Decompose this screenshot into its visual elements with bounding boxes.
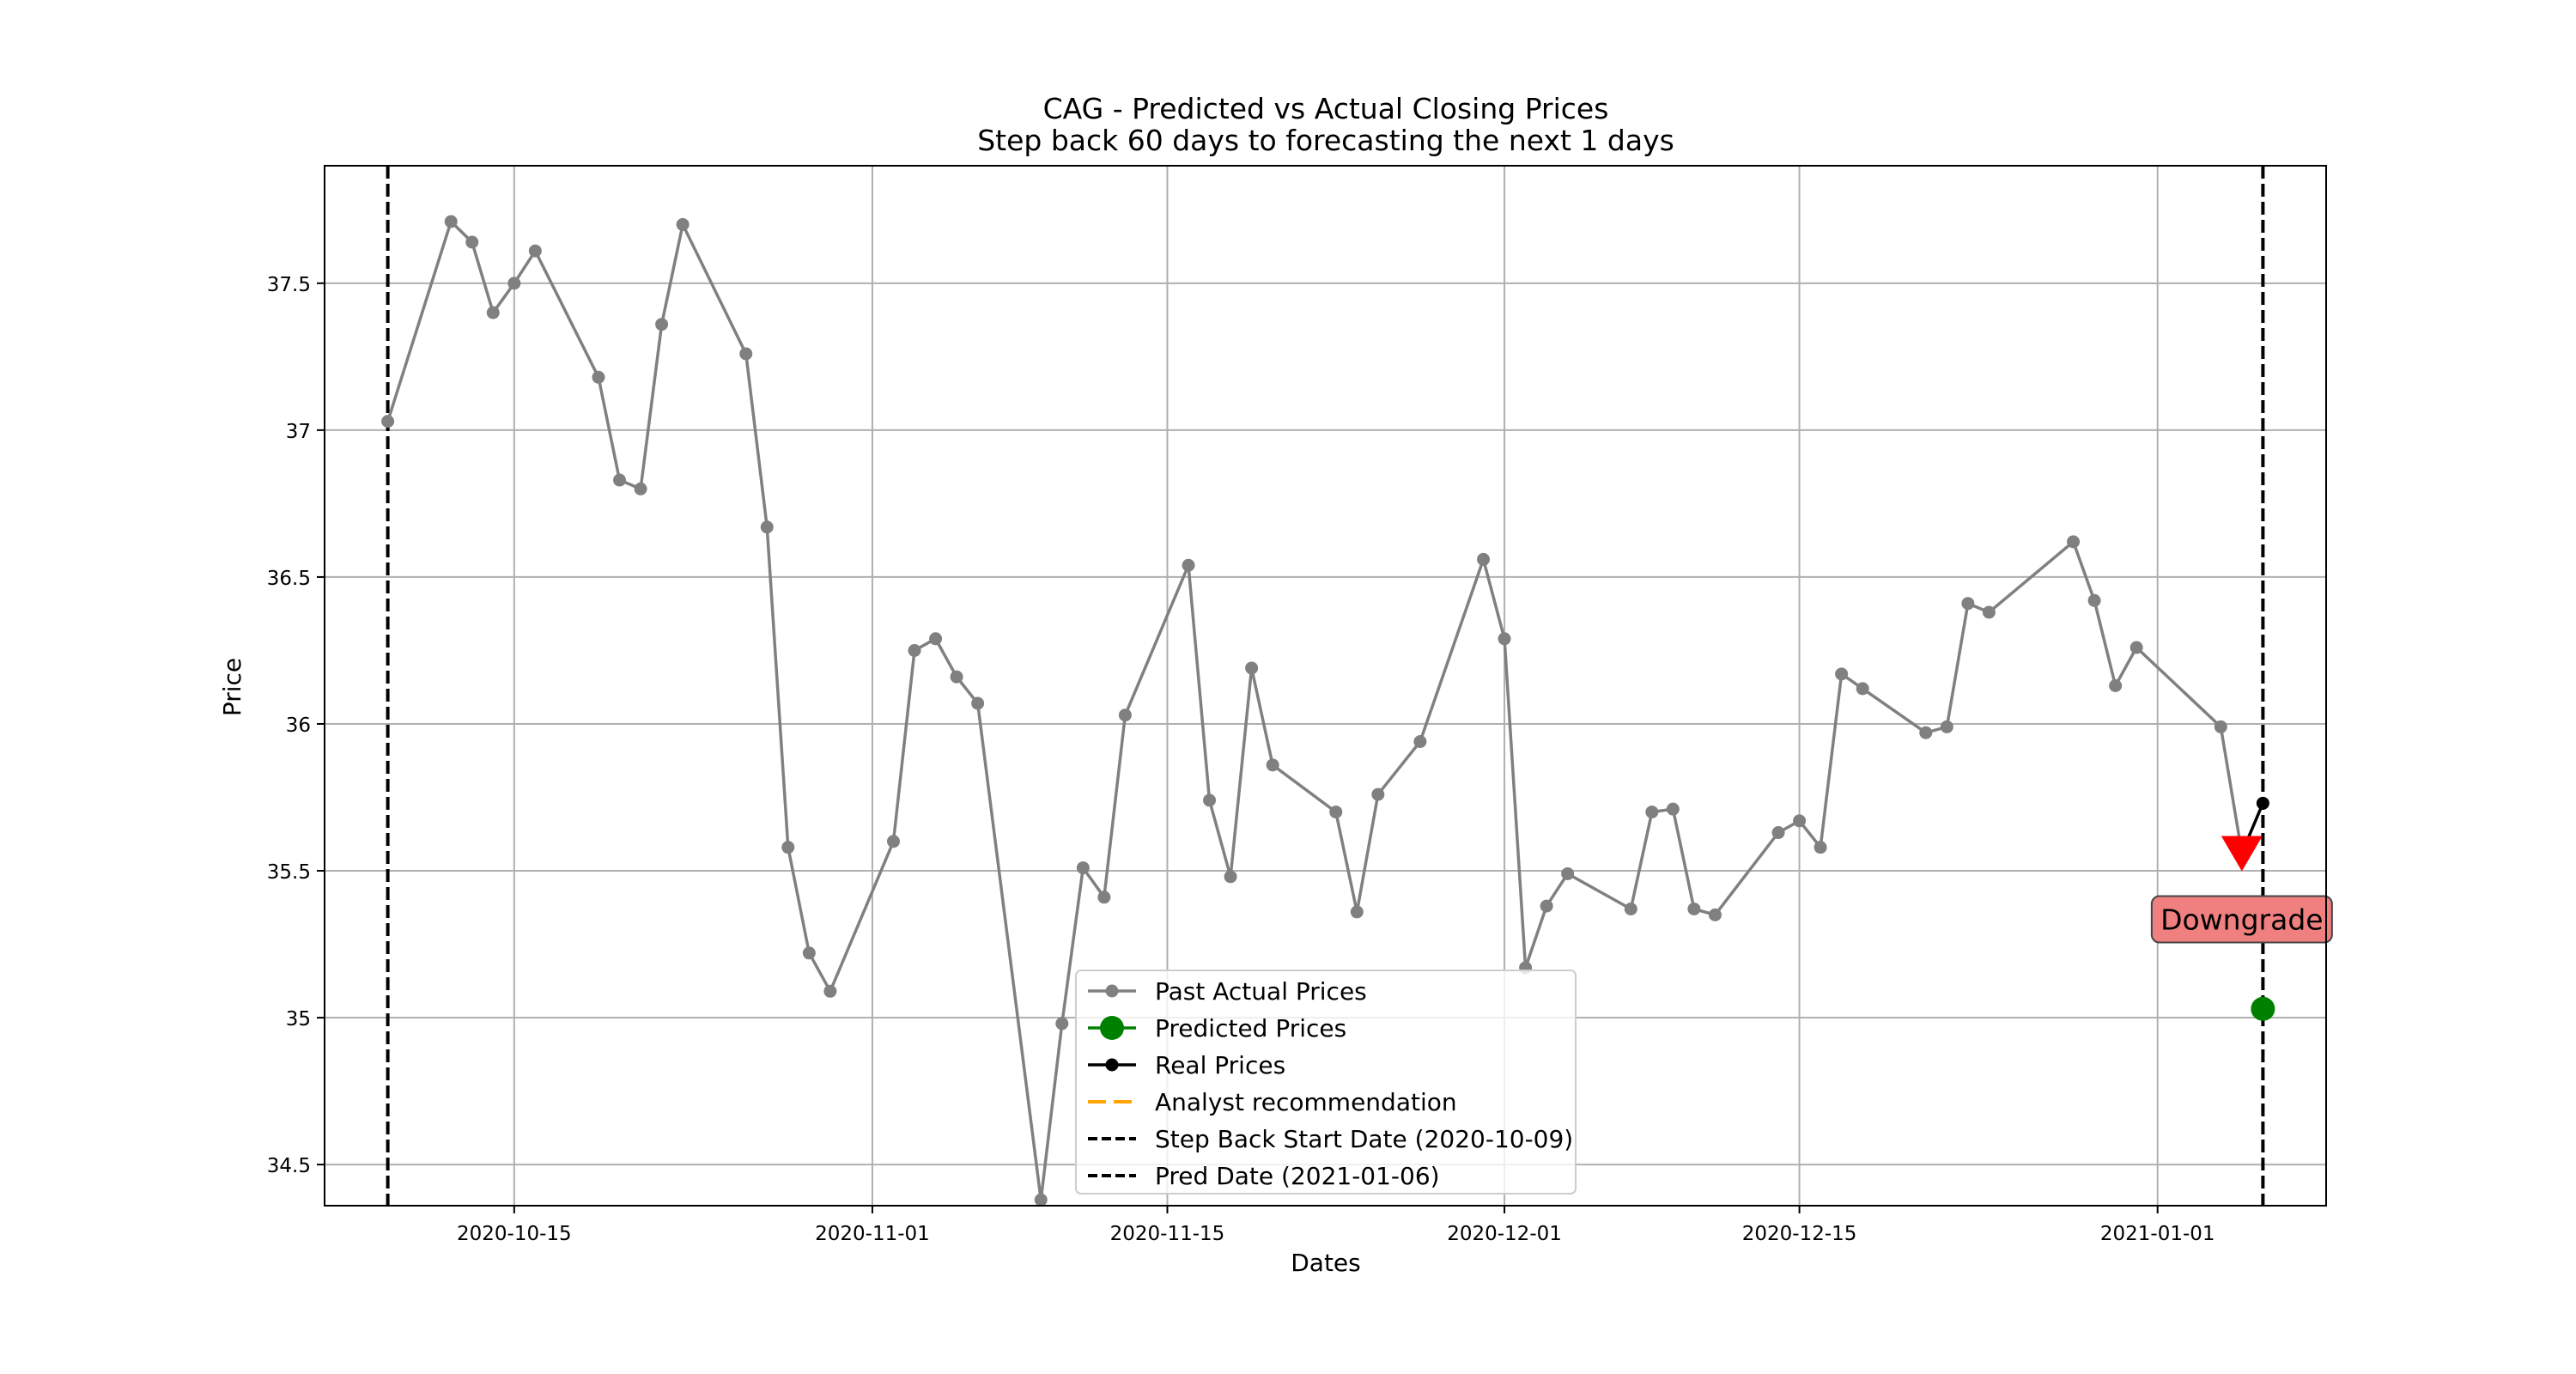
point-past-actual-2020-10-26 xyxy=(739,347,753,361)
point-past-actual-2020-10-29 xyxy=(802,946,816,960)
point-past-actual-2020-10-19 xyxy=(592,370,605,384)
point-past-actual-2020-11-11 xyxy=(1076,861,1090,875)
point-real-2021-01-06 xyxy=(2256,796,2269,810)
chart-subtitle: Step back 60 days to forecasting the nex… xyxy=(977,124,1674,157)
point-past-actual-2020-12-10 xyxy=(1687,902,1701,915)
point-past-actual-2020-10-09 xyxy=(381,415,395,429)
annotation-label: Downgrade xyxy=(2160,903,2324,936)
point-past-actual-2020-11-10 xyxy=(1055,1017,1069,1030)
point-past-actual-2020-11-03 xyxy=(908,643,921,657)
point-past-actual-2020-11-30 xyxy=(1477,552,1491,566)
chart-title: CAG - Predicted vs Actual Closing Prices xyxy=(1043,92,1609,125)
y-tick-label: 35 xyxy=(286,1008,311,1030)
point-past-actual-2020-11-17 xyxy=(1203,793,1217,807)
point-past-actual-2020-12-01 xyxy=(1498,632,1511,646)
point-past-actual-2020-11-24 xyxy=(1350,905,1364,919)
legend-swatch-marker-past-actual xyxy=(1105,984,1119,998)
point-past-actual-2020-10-28 xyxy=(781,841,795,854)
point-past-actual-2020-12-29 xyxy=(2087,593,2101,607)
downgrade-marker-icon xyxy=(2221,836,2263,872)
point-past-actual-2020-12-22 xyxy=(1940,720,1953,733)
y-tick-label: 37.5 xyxy=(267,274,311,296)
legend-label-predicted: Predicted Prices xyxy=(1155,1014,1346,1043)
point-past-actual-2020-11-20 xyxy=(1266,758,1279,772)
legend-label-analyst: Analyst recommendation xyxy=(1155,1088,1457,1116)
reference-lines xyxy=(386,166,2265,1206)
point-past-actual-2020-11-18 xyxy=(1224,870,1237,884)
point-past-actual-2020-10-15 xyxy=(507,277,521,290)
point-past-actual-2020-10-14 xyxy=(486,306,500,319)
point-past-actual-2020-12-18 xyxy=(1856,682,1869,696)
point-past-actual-2020-12-04 xyxy=(1561,866,1575,880)
legend-label-step-back: Step Back Start Date (2020-10-09) xyxy=(1155,1125,1573,1153)
point-past-actual-2020-10-13 xyxy=(465,235,479,249)
legend-label-past-actual: Past Actual Prices xyxy=(1155,977,1367,1006)
legend-label-real: Real Prices xyxy=(1155,1051,1285,1079)
point-past-actual-2020-11-23 xyxy=(1329,806,1343,819)
point-predicted-2021-01-06 xyxy=(2251,996,2275,1021)
point-past-actual-2020-10-27 xyxy=(760,520,774,534)
x-tick-label: 2020-11-01 xyxy=(815,1223,930,1245)
legend-label-pred-date: Pred Date (2021-01-06) xyxy=(1155,1162,1440,1190)
legend-swatch-marker-real xyxy=(1105,1058,1119,1072)
y-tick-label: 37 xyxy=(286,421,311,443)
point-past-actual-2020-11-05 xyxy=(950,670,963,684)
legend-swatch-marker-predicted xyxy=(1100,1016,1124,1040)
point-past-actual-2020-12-24 xyxy=(1982,605,1996,619)
point-past-actual-2020-12-21 xyxy=(1919,726,1933,739)
y-axis: 34.5 35 35.5 36 36.5 37 37.5 xyxy=(267,274,325,1177)
point-past-actual-2020-12-16 xyxy=(1814,841,1827,854)
annotation-layer: Downgrade xyxy=(2150,836,2333,944)
x-axis-label: Dates xyxy=(1291,1249,1361,1277)
legend-box xyxy=(1075,970,1577,1195)
point-past-actual-2020-11-19 xyxy=(1245,661,1259,675)
point-past-actual-2020-11-09 xyxy=(1034,1193,1048,1207)
point-past-actual-2020-11-04 xyxy=(929,632,943,646)
y-axis-label: Price xyxy=(218,658,246,716)
point-past-actual-2020-12-11 xyxy=(1708,908,1722,921)
point-past-actual-2020-12-03 xyxy=(1540,899,1553,913)
x-tick-label: 2020-12-15 xyxy=(1742,1223,1857,1245)
x-tick-label: 2020-10-15 xyxy=(457,1223,572,1245)
point-past-actual-2020-10-12 xyxy=(444,215,458,228)
x-tick-label: 2020-12-01 xyxy=(1447,1223,1562,1245)
x-axis: 2020-10-15 2020-11-01 2020-11-15 2020-12-01… xyxy=(457,1206,2215,1245)
point-past-actual-2020-10-23 xyxy=(676,217,690,231)
point-past-actual-2020-10-22 xyxy=(655,318,669,331)
legend: Past Actual Prices Predicted Prices Real P… xyxy=(1075,970,1577,1195)
series-line-past-actual xyxy=(386,218,2244,1201)
y-tick-label: 35.5 xyxy=(267,861,311,884)
point-past-actual-2020-12-17 xyxy=(1835,667,1849,681)
point-past-actual-2020-11-16 xyxy=(1182,558,1195,572)
point-past-actual-2020-12-08 xyxy=(1645,806,1659,819)
point-past-actual-2020-11-25 xyxy=(1371,787,1385,801)
plot-frame xyxy=(324,165,2327,1207)
point-past-actual-2020-11-02 xyxy=(886,835,900,848)
point-past-actual-2020-12-14 xyxy=(1771,826,1785,840)
point-past-actual-2020-12-23 xyxy=(1961,597,1975,611)
point-past-actual-2020-12-15 xyxy=(1793,814,1807,828)
point-past-actual-2020-11-12 xyxy=(1097,891,1111,904)
point-past-actual-2020-10-20 xyxy=(613,473,627,487)
point-past-actual-2020-10-21 xyxy=(634,482,647,495)
point-past-actual-2020-10-30 xyxy=(823,984,837,998)
x-tick-label: 2020-11-15 xyxy=(1110,1223,1225,1245)
point-past-actual-2020-11-13 xyxy=(1118,708,1132,722)
y-tick-label: 36.5 xyxy=(267,568,311,590)
y-tick-label: 36 xyxy=(286,714,311,737)
grid xyxy=(325,166,2326,1206)
y-tick-label: 34.5 xyxy=(267,1155,311,1177)
point-past-actual-2020-12-30 xyxy=(2109,679,2123,692)
point-past-actual-2020-11-06 xyxy=(971,696,985,710)
point-past-actual-2020-12-09 xyxy=(1666,802,1680,816)
point-past-actual-2020-12-28 xyxy=(2067,535,2081,549)
x-tick-label: 2021-01-01 xyxy=(2100,1223,2215,1245)
point-past-actual-2020-11-27 xyxy=(1413,734,1427,748)
annotation-box xyxy=(2150,895,2333,944)
point-past-actual-2021-01-04 xyxy=(2214,720,2227,733)
point-past-actual-2020-12-31 xyxy=(2129,641,2143,654)
point-past-actual-2020-10-16 xyxy=(528,244,542,258)
point-past-actual-2020-12-07 xyxy=(1624,902,1637,915)
